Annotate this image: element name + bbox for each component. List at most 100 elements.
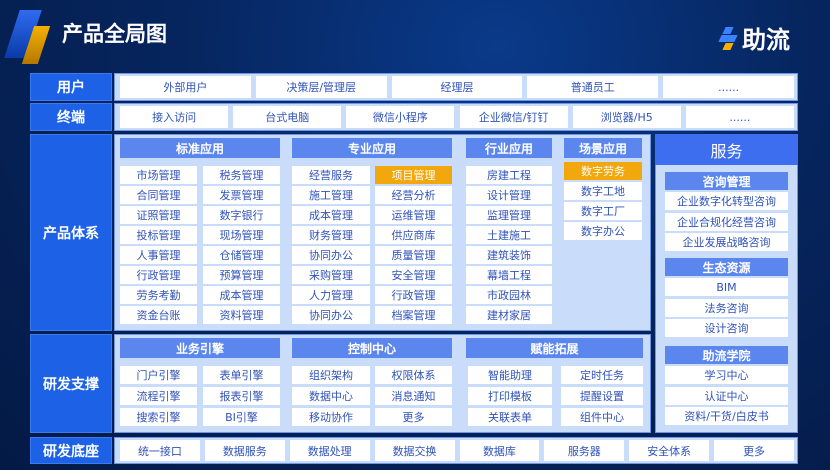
page-title: 产品全局图 [62,22,167,46]
service-item[interactable]: 设计咨询 [665,319,788,337]
product-item[interactable]: 建筑装饰 [466,246,552,264]
service-item[interactable]: 资料/干货/白皮书 [665,407,788,425]
product-item[interactable]: 成本管理 [292,206,370,224]
support-item[interactable]: 提醒设置 [561,387,643,405]
product-item[interactable]: 成本管理 [203,286,280,304]
product-item[interactable]: 发票管理 [203,186,280,204]
users-item[interactable]: 外部用户 [120,76,251,98]
product-item[interactable]: 仓储管理 [203,246,280,264]
support-item[interactable]: 数据中心 [292,387,370,405]
support-item[interactable]: 流程引擎 [120,387,197,405]
support-item[interactable]: 移动协作 [292,408,370,426]
service-item[interactable]: 企业发展战略咨询 [665,233,788,251]
product-item[interactable]: 资料管理 [203,306,280,324]
product-item[interactable]: 协同办公 [292,306,370,324]
support-item[interactable]: 打印模板 [468,387,552,405]
support-item[interactable]: 智能助理 [468,366,552,384]
row-label-rnd-base: 研发底座 [30,437,112,464]
product-item[interactable]: 经营服务 [292,166,370,184]
product-item[interactable]: 房建工程 [466,166,552,184]
terminals-item[interactable]: 浏览器/H5 [572,106,681,128]
users-item[interactable]: 决策层/管理层 [255,76,387,98]
support-item[interactable]: 表单引擎 [203,366,280,384]
service-header: 服务 [655,134,798,165]
product-item[interactable]: 财务管理 [292,226,370,244]
support-item[interactable]: 组织架构 [292,366,370,384]
product-item[interactable]: 资金台账 [120,306,197,324]
product-item[interactable]: 税务管理 [203,166,280,184]
support-group-header: 赋能拓展 [466,338,643,358]
service-item[interactable]: 法务咨询 [665,298,788,317]
product-item[interactable]: 协同办公 [292,246,370,264]
product-item[interactable]: 数字工厂 [564,202,642,220]
product-item[interactable]: 预算管理 [203,266,280,284]
product-item[interactable]: 人力管理 [292,286,370,304]
row-label-users: 用户 [30,73,112,101]
product-item[interactable]: 行政管理 [120,266,197,284]
product-item[interactable]: 建材家居 [466,306,552,324]
support-group-header: 业务引擎 [120,338,280,358]
users-item[interactable]: ...... [663,76,794,98]
product-item[interactable]: 档案管理 [375,306,452,324]
support-item[interactable]: 搜索引擎 [120,408,197,426]
users-item[interactable]: 经理层 [391,76,523,98]
row-label-product: 产品体系 [30,134,112,331]
product-item[interactable]: 人事管理 [120,246,197,264]
product-item[interactable]: 市政园林 [466,286,552,304]
product-item[interactable]: 数字办公 [564,222,642,240]
product-item[interactable]: 行政管理 [375,286,452,304]
product-item[interactable]: 采购管理 [292,266,370,284]
brand-logo: 助流 [718,20,790,55]
support-item[interactable]: 门户引擎 [120,366,197,384]
service-item[interactable]: BIM [665,278,788,296]
users-item[interactable]: 普通员工 [527,76,659,98]
product-item[interactable]: 合同管理 [120,186,197,204]
product-item[interactable]: 供应商库 [375,226,452,244]
product-item[interactable]: 监理管理 [466,206,552,224]
support-item[interactable]: BI引擎 [203,408,280,426]
row-label-terminals: 终端 [30,103,112,131]
rnd_base-item[interactable]: 数据库 [459,440,540,461]
service-item[interactable]: 企业数字化转型咨询 [665,192,788,210]
service-item[interactable]: 学习中心 [665,366,788,384]
product-item[interactable]: 幕墙工程 [466,266,552,284]
product-item[interactable]: 土建施工 [466,226,552,244]
rnd_base-item[interactable]: 数据服务 [204,440,285,461]
support-group-header: 控制中心 [292,338,452,358]
terminals-item[interactable]: 企业微信/钉钉 [459,106,568,128]
product-item[interactable]: 质量管理 [375,246,452,264]
support-item[interactable]: 组件中心 [561,408,643,426]
product-item[interactable]: 现场管理 [203,226,280,244]
terminals-item[interactable]: 微信小程序 [346,106,455,128]
product-item[interactable]: 数字工地 [564,182,642,200]
support-item[interactable]: 报表引擎 [203,387,280,405]
product-item[interactable]: 施工管理 [292,186,370,204]
product-item[interactable]: 投标管理 [120,226,197,244]
product-item[interactable]: 项目管理 [375,166,452,184]
product-item[interactable]: 设计管理 [466,186,552,204]
support-item[interactable]: 消息通知 [375,387,452,405]
product-item[interactable]: 市场管理 [120,166,197,184]
product-item[interactable]: 数字银行 [203,206,280,224]
support-item[interactable]: 更多 [375,408,452,426]
rnd_base-item[interactable]: 统一接口 [120,440,200,461]
product-item[interactable]: 安全管理 [375,266,452,284]
rnd_base-item[interactable]: 服务器 [544,440,625,461]
rnd_base-item[interactable]: 安全体系 [629,440,710,461]
rnd_base-item[interactable]: 数据交换 [374,440,455,461]
terminals-item[interactable]: 接入访问 [120,106,229,128]
product-item[interactable]: 经营分析 [375,186,452,204]
product-item[interactable]: 证照管理 [120,206,197,224]
support-item[interactable]: 权限体系 [375,366,452,384]
product-item[interactable]: 数字劳务 [564,162,642,180]
rnd_base-item[interactable]: 数据处理 [289,440,370,461]
product-item[interactable]: 运维管理 [375,206,452,224]
support-item[interactable]: 关联表单 [468,408,552,426]
service-item[interactable]: 认证中心 [665,386,788,405]
support-item[interactable]: 定时任务 [561,366,643,384]
service-item[interactable]: 企业合规化经营咨询 [665,212,788,231]
product-item[interactable]: 劳务考勤 [120,286,197,304]
terminals-item[interactable]: ...... [685,106,794,128]
rnd_base-item[interactable]: 更多 [714,440,794,461]
terminals-item[interactable]: 台式电脑 [233,106,342,128]
